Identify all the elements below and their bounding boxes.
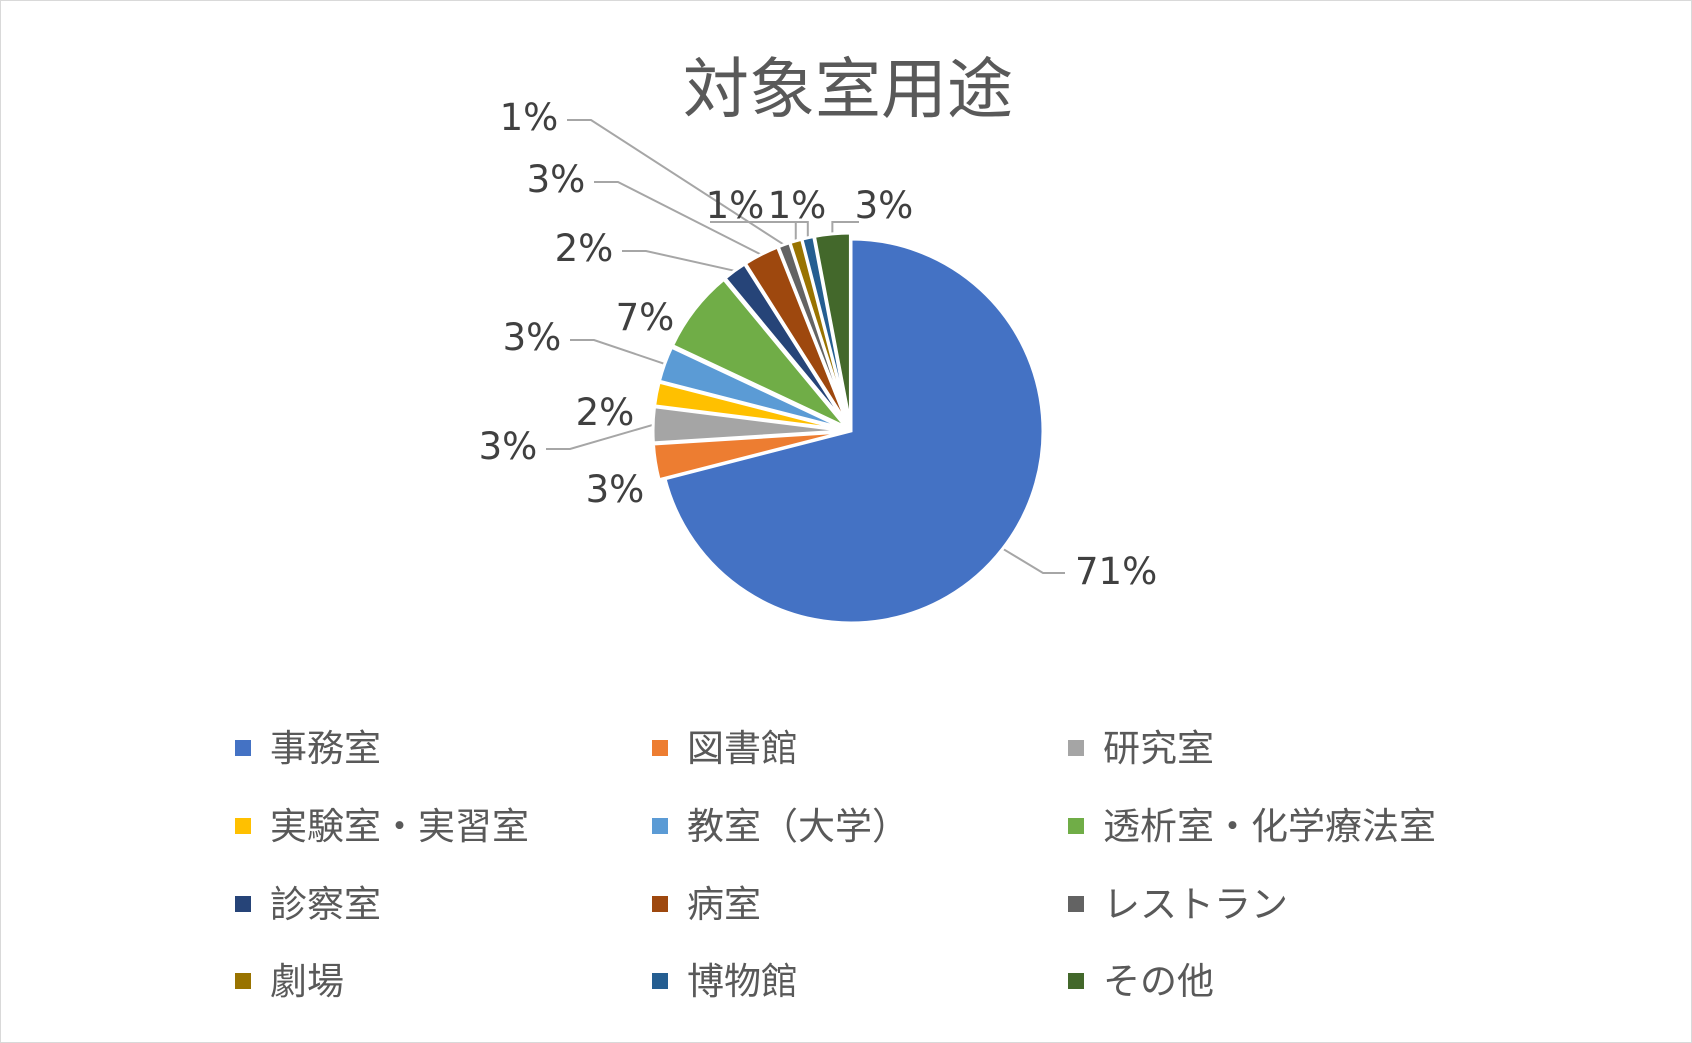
legend-item: 病室	[652, 883, 761, 926]
pie-slices	[651, 231, 1045, 625]
legend-label: 実験室・実習室	[270, 805, 529, 848]
data-label: 3%	[586, 468, 645, 511]
legend-item: レストラン	[1068, 883, 1288, 926]
legend-item: 博物館	[652, 960, 798, 1003]
pie-slice	[663, 237, 1045, 625]
legend-swatch	[1068, 896, 1084, 912]
data-label: 3%	[855, 184, 914, 227]
legend-swatch	[652, 973, 668, 989]
legend-swatch	[652, 818, 668, 834]
legend-label: 病室	[687, 883, 761, 926]
legend-swatch	[235, 818, 251, 834]
leader-line	[1002, 547, 1065, 574]
legend-swatch	[1068, 740, 1084, 756]
data-label: 3%	[503, 316, 562, 359]
leader-lines	[546, 119, 1065, 574]
data-label: 1%	[706, 184, 765, 227]
legend-swatch	[1068, 818, 1084, 834]
legend-item: 事務室	[235, 727, 381, 770]
legend-label: 事務室	[270, 727, 381, 770]
legend-label: レストラン	[1103, 883, 1288, 926]
legend-label: 透析室・化学療法室	[1103, 805, 1436, 848]
pie-slice	[812, 231, 852, 426]
legend-item: 透析室・化学療法室	[1068, 805, 1436, 848]
data-label: 2%	[576, 391, 635, 434]
data-label: 2%	[555, 227, 614, 270]
data-label: 71%	[1075, 550, 1157, 593]
legend-item: 劇場	[235, 960, 344, 1003]
data-labels: 71%3%3%2%3% 7%2%3%1%1% 1% 3%	[479, 96, 1158, 593]
data-label: 1%	[768, 184, 827, 227]
legend-label: 教室（大学）	[687, 805, 909, 848]
data-label: 3%	[527, 158, 586, 201]
pie-slice	[657, 345, 846, 431]
leader-line	[831, 221, 859, 234]
leader-line	[594, 181, 762, 256]
data-label: 1%	[500, 96, 559, 139]
legend-swatch	[652, 740, 668, 756]
legend-swatch	[652, 896, 668, 912]
legend-label: 診察室	[270, 883, 381, 926]
legend-label: 図書館	[687, 727, 798, 770]
legend-label: 研究室	[1103, 727, 1214, 770]
legend-label: 劇場	[270, 960, 344, 1003]
leader-line	[567, 119, 785, 246]
data-label: 7%	[616, 296, 675, 339]
legend-swatch	[235, 740, 251, 756]
legend-item: その他	[1068, 960, 1214, 1003]
data-label: 3%	[479, 425, 538, 468]
chart-title: 対象室用途	[683, 51, 1013, 128]
legend-label: 博物館	[687, 960, 798, 1003]
pie-slice	[670, 277, 848, 429]
leader-line	[546, 423, 654, 450]
legend-item: 診察室	[235, 883, 381, 926]
legend-swatch	[1068, 973, 1084, 989]
legend-swatch	[235, 896, 251, 912]
leader-line	[772, 221, 809, 238]
legend-label: その他	[1103, 960, 1214, 1003]
legend-item: 教室（大学）	[652, 805, 909, 848]
legend-swatch	[235, 973, 251, 989]
legend-item: 研究室	[1068, 727, 1214, 770]
legend-item: 実験室・実習室	[235, 805, 529, 848]
leader-line	[570, 339, 666, 365]
leader-line	[622, 250, 735, 272]
legend-item: 図書館	[652, 727, 798, 770]
